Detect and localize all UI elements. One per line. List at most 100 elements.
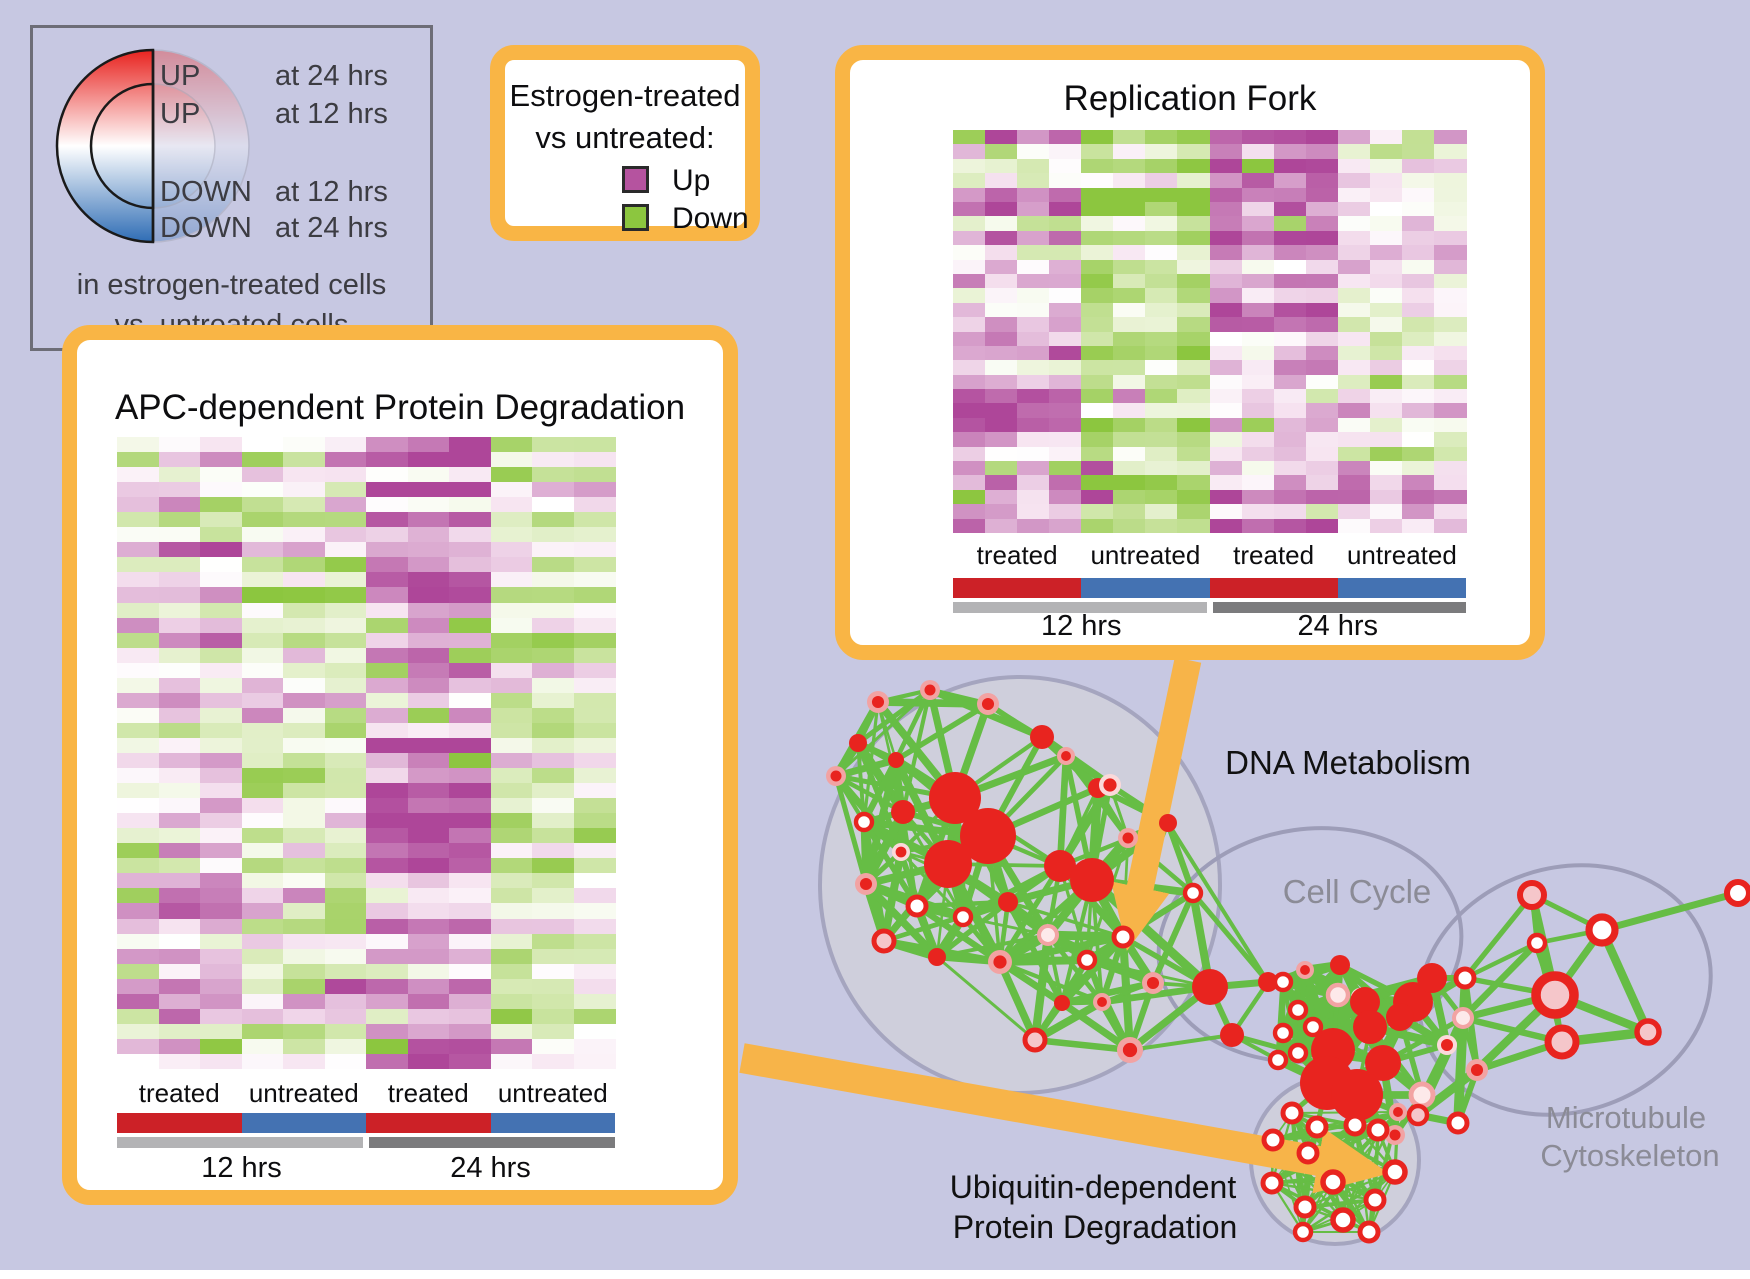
heat-cell — [1241, 216, 1275, 232]
network-cluster-label: Cell Cycle — [1283, 873, 1432, 910]
network-node — [1260, 1171, 1284, 1195]
network-node — [998, 892, 1018, 912]
heat-cell — [407, 1053, 450, 1070]
heat-cell — [1145, 331, 1178, 347]
heat-cell — [1209, 288, 1243, 304]
heat-cell — [953, 403, 986, 419]
heat-cell — [953, 173, 986, 189]
network-edge — [1166, 821, 1270, 984]
heat-cell — [1177, 331, 1210, 347]
network-node — [1182, 882, 1204, 904]
heat-cell — [366, 662, 408, 679]
heat-cell — [985, 345, 1018, 361]
network-edge — [894, 701, 990, 763]
network-node-core — [1470, 1063, 1484, 1077]
heat-cell — [1145, 201, 1178, 217]
heat-cell — [449, 753, 491, 769]
heat-cell — [1401, 489, 1435, 505]
time-label: 12 hrs — [1040, 610, 1122, 642]
heat-cell — [407, 813, 450, 829]
untreated-bar — [490, 1113, 615, 1133]
heat-cell — [532, 647, 574, 664]
network-node-core — [1441, 1039, 1453, 1051]
heat-cell — [573, 632, 616, 649]
heat-cell — [1305, 216, 1339, 232]
heat-cell — [1241, 446, 1275, 462]
heat-cell — [1017, 245, 1050, 261]
heat-cell — [449, 542, 491, 558]
heat-cell — [1241, 288, 1275, 304]
heat-cell — [1337, 475, 1371, 491]
down-label: Down — [672, 202, 749, 235]
network-edge — [856, 688, 932, 745]
heat-cell — [283, 632, 325, 649]
heat-cell — [532, 903, 574, 920]
heat-cell — [366, 963, 408, 980]
heat-cell — [1177, 489, 1210, 505]
heat-cell — [532, 1038, 574, 1055]
heat-cell — [407, 692, 450, 709]
heat-cell — [407, 903, 450, 920]
heat-cell — [158, 677, 201, 694]
heat-cell — [241, 632, 284, 649]
heat-cell — [366, 843, 408, 859]
heat-cell — [407, 737, 450, 754]
heat-cell — [1273, 158, 1307, 174]
network-edge — [893, 688, 933, 762]
heat-cell — [200, 798, 242, 814]
heat-cell — [573, 467, 616, 483]
heat-cell — [1241, 158, 1275, 174]
heat-cell — [532, 467, 574, 483]
heat-cell — [1145, 317, 1178, 332]
heat-cell — [1017, 475, 1050, 491]
heat-cell — [1337, 317, 1371, 332]
heat-cell — [1337, 360, 1371, 376]
heat-cell — [158, 1038, 201, 1055]
heat-cell — [985, 302, 1018, 318]
network-edge — [1030, 934, 1053, 1041]
heat-cell — [449, 587, 491, 604]
heat-cell — [1305, 288, 1339, 304]
heat-cell — [985, 245, 1018, 261]
network-node — [960, 808, 1016, 864]
heat-cell — [366, 587, 408, 604]
heat-cell — [117, 1023, 159, 1040]
heat-cell — [1433, 489, 1467, 505]
heat-cell — [407, 828, 450, 844]
heat-cell — [1273, 389, 1307, 404]
heat-cell — [1081, 374, 1114, 390]
heat-cell — [573, 452, 616, 468]
heat-cell — [1369, 403, 1403, 419]
heat-cell — [1113, 245, 1146, 261]
heat-cell — [1049, 446, 1082, 462]
heat-cell — [1401, 331, 1435, 347]
time-bar-24hrs — [1212, 602, 1466, 613]
heat-cell — [1369, 475, 1403, 491]
network-node — [1526, 932, 1548, 954]
network-node — [1044, 850, 1076, 882]
heat-cell — [117, 1008, 159, 1025]
heat-cell — [200, 662, 242, 679]
heat-cell — [283, 482, 325, 498]
heat-cell — [1305, 489, 1339, 505]
heat-cell — [117, 933, 159, 950]
heat-cell — [200, 602, 242, 619]
heat-cell — [449, 1008, 491, 1025]
heat-cell — [985, 158, 1018, 174]
heat-cell — [1433, 273, 1467, 289]
heat-cell — [1241, 518, 1275, 534]
heat-cell — [117, 452, 159, 468]
network-node-core — [1300, 965, 1310, 975]
heat-cell — [1273, 130, 1307, 145]
condition-label: treated — [1233, 540, 1315, 570]
heat-cell — [1401, 360, 1435, 376]
heat-cell — [490, 753, 533, 769]
heat-cell — [366, 1008, 408, 1025]
heat-cell — [490, 918, 533, 935]
heat-cell — [324, 722, 367, 739]
heat-cell — [1113, 130, 1146, 145]
heat-cell — [366, 1023, 408, 1040]
heat-cell — [117, 737, 159, 754]
heat-cell — [532, 452, 574, 468]
heat-cell — [1337, 144, 1371, 160]
